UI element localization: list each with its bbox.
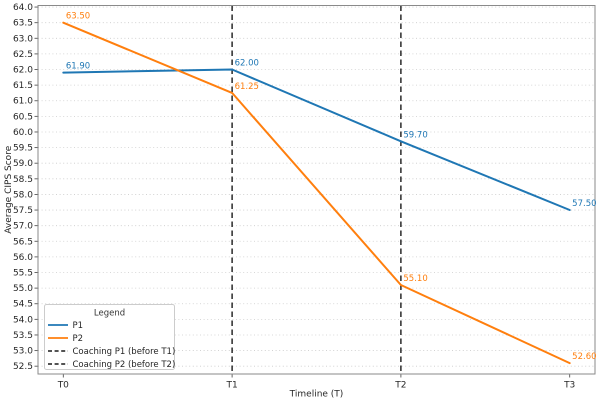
x-tick-label: T3 xyxy=(563,381,575,391)
y-axis-title: Average CIPS Score xyxy=(4,145,14,233)
y-tick-label: 64.0 xyxy=(13,3,33,13)
y-tick-label: 57.0 xyxy=(13,222,33,232)
legend-title: Legend xyxy=(94,309,125,319)
y-tick-label: 57.5 xyxy=(13,206,33,216)
point-label: 59.70 xyxy=(403,130,427,140)
series-line-p1 xyxy=(62,68,571,211)
y-tick-label: 52.5 xyxy=(13,362,33,372)
point-label: 63.50 xyxy=(66,12,90,22)
y-tick-label: 55.0 xyxy=(13,284,33,294)
x-tick-label: T1 xyxy=(225,381,237,391)
y-tick-label: 56.5 xyxy=(13,237,33,247)
point-label: 62.00 xyxy=(235,59,259,69)
y-tick-label: 62.5 xyxy=(13,50,33,60)
y-tick-label: 58.0 xyxy=(13,190,33,200)
legend-item-label: Coaching P1 (before T1) xyxy=(73,347,176,357)
point-label: 55.10 xyxy=(403,274,427,284)
point-label: 52.60 xyxy=(572,352,596,362)
legend-item-label: P2 xyxy=(73,334,84,344)
x-axis-title: Timeline (T) xyxy=(289,390,344,400)
y-tick-label: 61.0 xyxy=(13,97,33,107)
y-tick-label: 58.5 xyxy=(13,175,33,185)
legend-box xyxy=(44,304,175,370)
y-tick-label: 54.0 xyxy=(13,315,33,325)
plot-border xyxy=(37,5,596,375)
point-label: 61.90 xyxy=(66,62,90,72)
point-label: 57.50 xyxy=(572,199,596,209)
y-tick-label: 62.0 xyxy=(13,66,33,76)
x-tick-label: T0 xyxy=(57,381,69,391)
y-tick-label: 53.5 xyxy=(13,331,33,341)
y-tick-label: 60.5 xyxy=(13,112,33,122)
y-tick-label: 59.0 xyxy=(13,159,33,169)
y-tick-label: 56.0 xyxy=(13,253,33,263)
x-tick-label: T2 xyxy=(394,381,406,391)
series-line-p2 xyxy=(62,21,571,365)
y-tick-label: 61.5 xyxy=(13,81,33,91)
y-tick-label: 59.5 xyxy=(13,144,33,154)
y-tick-label: 54.5 xyxy=(13,300,33,310)
y-tick-label: 55.5 xyxy=(13,269,33,279)
legend-item-label: P1 xyxy=(73,321,84,331)
y-tick-label: 53.0 xyxy=(13,347,33,357)
legend-item-label: Coaching P2 (before T2) xyxy=(73,360,176,370)
y-tick-label: 60.0 xyxy=(13,128,33,138)
y-tick-label: 63.5 xyxy=(13,19,33,29)
y-tick-label: 63.0 xyxy=(13,34,33,44)
point-label: 61.25 xyxy=(235,82,259,92)
